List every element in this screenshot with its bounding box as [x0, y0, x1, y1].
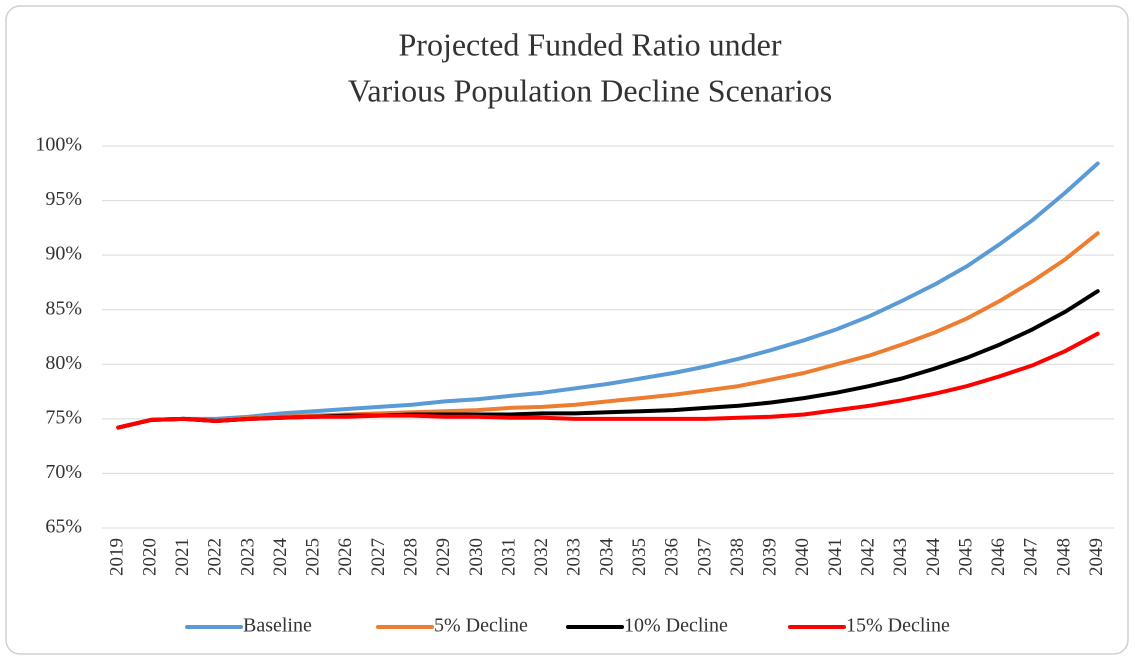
x-tick-label: 2041 — [825, 538, 846, 576]
x-tick-label: 2029 — [433, 538, 454, 576]
y-tick-label: 70% — [45, 461, 82, 483]
x-tick-label: 2034 — [596, 538, 617, 577]
series-line — [116, 161, 1100, 430]
x-tick-label: 2019 — [107, 538, 128, 576]
x-tick-label: 2039 — [760, 538, 781, 576]
x-tick-label: 2033 — [564, 538, 585, 576]
x-tick-label: 2028 — [400, 538, 421, 576]
y-tick-label: 85% — [45, 297, 82, 319]
x-tick-label: 2042 — [858, 538, 879, 576]
y-tick-label: 75% — [45, 406, 82, 428]
x-tick-label: 2025 — [303, 538, 324, 576]
x-tick-label: 2031 — [498, 538, 519, 576]
x-tick-label: 2047 — [1021, 538, 1042, 576]
x-tick-label: 2023 — [237, 538, 258, 576]
x-tick-label: 2038 — [727, 538, 748, 576]
y-tick-label: 80% — [45, 352, 82, 374]
x-tick-label: 2044 — [923, 538, 944, 577]
x-tick-label: 2048 — [1053, 538, 1074, 576]
chart-title: Projected Funded Ratio under — [398, 26, 781, 62]
x-tick-label: 2040 — [792, 538, 813, 576]
x-tick-label: 2049 — [1086, 538, 1107, 576]
x-tick-label: 2020 — [139, 538, 160, 576]
y-tick-label: 90% — [45, 243, 82, 265]
legend-label: 5% Decline — [434, 615, 528, 637]
x-tick-label: 2043 — [890, 538, 911, 576]
x-tick-label: 2037 — [694, 538, 715, 576]
x-tick-label: 2032 — [531, 538, 552, 576]
x-tick-label: 2046 — [988, 538, 1009, 576]
x-tick-label: 2035 — [629, 538, 650, 576]
x-tick-label: 2022 — [205, 538, 226, 576]
y-tick-label: 65% — [45, 516, 82, 538]
x-tick-label: 2024 — [270, 538, 291, 577]
chart-title: Various Population Decline Scenarios — [348, 72, 832, 108]
series-line — [116, 331, 1100, 430]
x-tick-label: 2027 — [368, 538, 389, 576]
x-tick-label: 2030 — [466, 538, 487, 576]
x-tick-label: 2021 — [172, 538, 193, 576]
x-tick-label: 2036 — [662, 538, 683, 576]
legend-label: 15% Decline — [846, 615, 950, 637]
x-tick-label: 2045 — [955, 538, 976, 576]
legend-label: Baseline — [243, 615, 312, 637]
x-tick-label: 2026 — [335, 538, 356, 576]
y-tick-label: 95% — [45, 188, 82, 210]
legend-label: 10% Decline — [624, 615, 728, 637]
chart-frame — [5, 5, 1129, 655]
y-tick-label: 100% — [35, 134, 82, 156]
